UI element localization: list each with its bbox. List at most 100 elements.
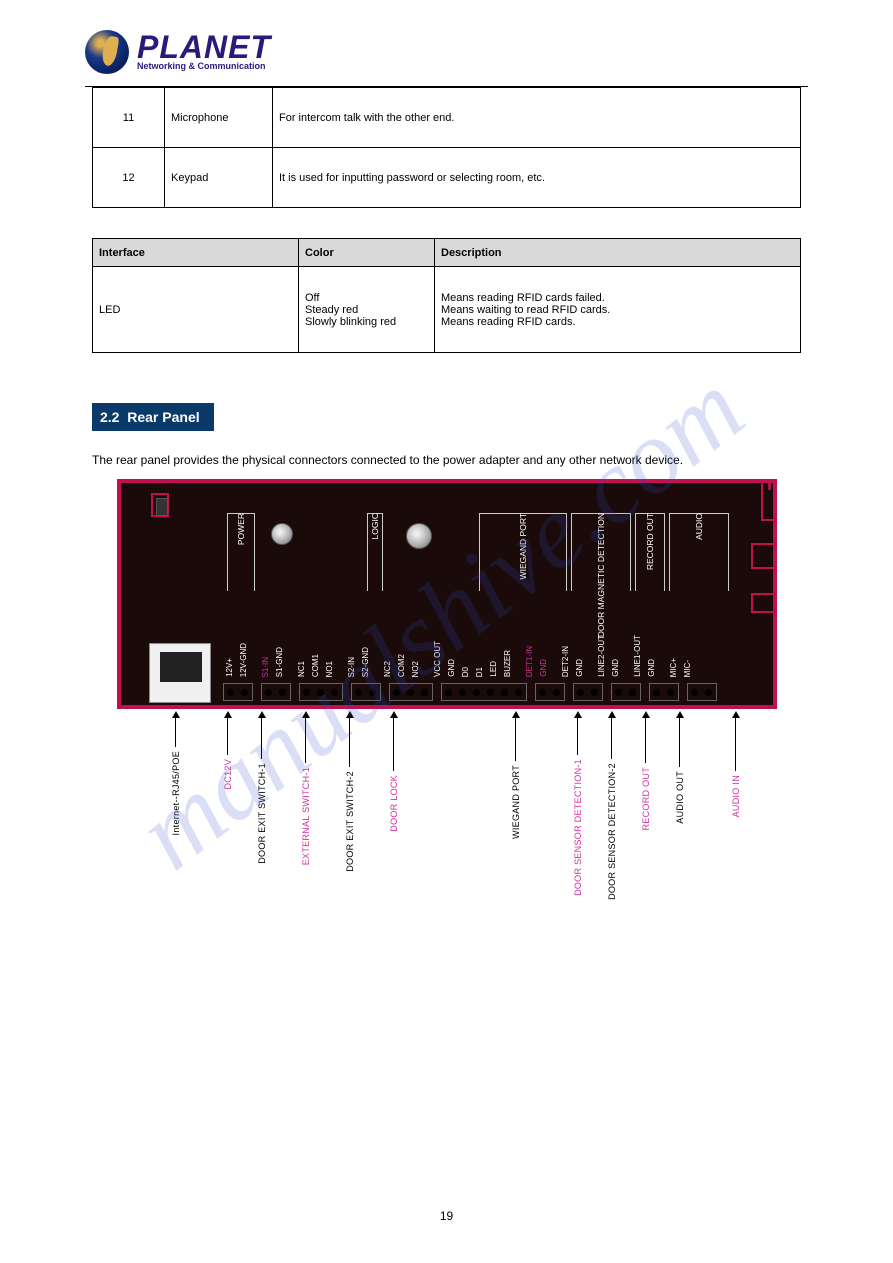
side-connector-icon: ⬆	[761, 479, 777, 521]
terminal-pin-icon	[664, 684, 678, 700]
pin-label: GND	[573, 617, 587, 679]
external-label: RECORD OUT	[641, 711, 651, 831]
screw-hole-icon	[406, 523, 432, 549]
terminal-pin-icon	[276, 684, 290, 700]
cell-item: Keypad	[165, 148, 273, 208]
external-labels: Internet--RJ45/POE DC12V DOOR EXIT SWITCH-…	[117, 711, 777, 881]
pin-label: NO1	[323, 617, 337, 679]
terminal-pin-icon	[328, 684, 342, 700]
external-label: DC12V	[223, 711, 233, 790]
leader-line	[515, 717, 516, 761]
external-label-text: DOOR EXIT SWITCH-1	[257, 763, 267, 864]
external-label: WIEGAND PORT	[511, 711, 521, 839]
terminal-pin-icon	[314, 684, 328, 700]
leader-line	[645, 717, 646, 763]
terminal-pin-icon	[470, 684, 484, 700]
terminal-pin-icon	[512, 684, 526, 700]
pin-label: S1-GND	[273, 617, 287, 679]
terminal-pin-icon	[366, 684, 380, 700]
group-label: WIEGAND PORT	[518, 513, 528, 579]
pin-label: 12V+	[223, 617, 237, 679]
logo: PLANET Networking & Communication	[85, 30, 808, 74]
pin-label: GND	[609, 617, 623, 679]
external-label: DOOR SENSOR DETECTION-1	[573, 711, 583, 896]
leader-line	[349, 717, 350, 767]
pin-label: COM2	[395, 617, 409, 679]
terminal-pin-icon	[702, 684, 716, 700]
side-connector-icon	[751, 593, 777, 613]
external-label: DOOR LOCK	[389, 711, 399, 832]
th-desc: Description	[435, 239, 801, 267]
terminal-pin-icon	[498, 684, 512, 700]
rear-panel-diagram: ⬆ POWERLOGICWIEGAND PORTDOOR MAGNETIC DE…	[97, 479, 797, 879]
cell-num: 12	[93, 148, 165, 208]
leader-line	[577, 717, 578, 755]
external-label: EXTERNAL SWITCH-1	[301, 711, 311, 865]
external-label-text: DOOR SENSOR DETECTION-1	[573, 759, 583, 896]
arrow-up-icon: ⬆	[764, 479, 774, 493]
pin-label: S2-GND	[359, 617, 373, 679]
external-label-text: Internet--RJ45/POE	[171, 751, 181, 835]
terminal-pin-icon	[688, 684, 702, 700]
terminal-pin-icon	[418, 684, 432, 700]
pin-label: LED	[487, 617, 501, 679]
pin-label: D1	[473, 617, 487, 679]
cell-desc: For intercom talk with the other end.	[273, 88, 801, 148]
pin-label: LINE2-OUT	[595, 617, 609, 679]
pin-label: S2-IN	[345, 617, 359, 679]
section-description: The rear panel provides the physical con…	[92, 453, 801, 467]
external-label-text: EXTERNAL SWITCH-1	[301, 767, 311, 865]
terminal-pin-icon	[390, 684, 404, 700]
screw-hole-icon	[271, 523, 293, 545]
leader-line	[611, 717, 612, 759]
pin-label: 12V-GND	[237, 617, 251, 679]
terminal-pin-icon	[536, 684, 550, 700]
pin-label: GND	[537, 617, 551, 679]
leader-line	[393, 717, 394, 771]
terminal-pin-icon	[456, 684, 470, 700]
table-row: LED Off Steady red Slowly blinking red M…	[93, 267, 801, 353]
pin-label: GND	[445, 617, 459, 679]
logo-tagline: Networking & Communication	[137, 61, 271, 71]
pin-label: DET2-IN	[559, 617, 573, 679]
front-panel-table: 11 Microphone For intercom talk with the…	[92, 87, 801, 208]
pcb-board: ⬆ POWERLOGICWIEGAND PORTDOOR MAGNETIC DE…	[117, 479, 777, 709]
group-label: LOGIC	[370, 513, 380, 539]
reset-connector-icon	[151, 493, 169, 517]
pin-label: BUZER	[501, 617, 515, 679]
pin-label: VCC OUT	[431, 617, 445, 679]
external-label: DOOR SENSOR DETECTION-2	[607, 711, 617, 900]
table-row: 12 Keypad It is used for inputting passw…	[93, 148, 801, 208]
cell-item: Microphone	[165, 88, 273, 148]
pin-label: NO2	[409, 617, 423, 679]
leader-line	[305, 717, 306, 763]
leader-line	[227, 717, 228, 755]
external-label-text: AUDIO OUT	[675, 771, 685, 824]
side-connector-icon	[751, 543, 777, 569]
terminal-pin-icon	[300, 684, 314, 700]
external-label-text: DOOR EXIT SWITCH-2	[345, 771, 355, 872]
section-heading: 2.2 Rear Panel	[92, 403, 214, 431]
terminal-pin-icon	[626, 684, 640, 700]
terminal-strip	[223, 683, 761, 701]
group-label: RECORD OUT	[645, 513, 655, 570]
leader-line	[175, 717, 176, 747]
terminal-pin-icon	[224, 684, 238, 700]
pin-label: COM1	[309, 617, 323, 679]
th-color: Color	[299, 239, 435, 267]
terminal-pin-icon	[550, 684, 564, 700]
cell-desc: Means reading RFID cards failed. Means w…	[435, 267, 801, 353]
group-label: POWER	[236, 513, 246, 545]
pin-label: NC1	[295, 617, 309, 679]
cell-interface: LED	[93, 267, 299, 353]
leader-line	[679, 717, 680, 767]
external-label-text: AUDIO IN	[731, 775, 741, 817]
terminal-pin-icon	[574, 684, 588, 700]
pin-label: S1-IN	[259, 617, 273, 679]
terminal-pin-icon	[612, 684, 626, 700]
cell-desc: It is used for inputting password or sel…	[273, 148, 801, 208]
group-label: AUDIO	[694, 513, 704, 540]
terminal-pin-icon	[238, 684, 252, 700]
pin-label: LINE1-OUT	[631, 617, 645, 679]
external-label-text: DOOR LOCK	[389, 775, 399, 832]
